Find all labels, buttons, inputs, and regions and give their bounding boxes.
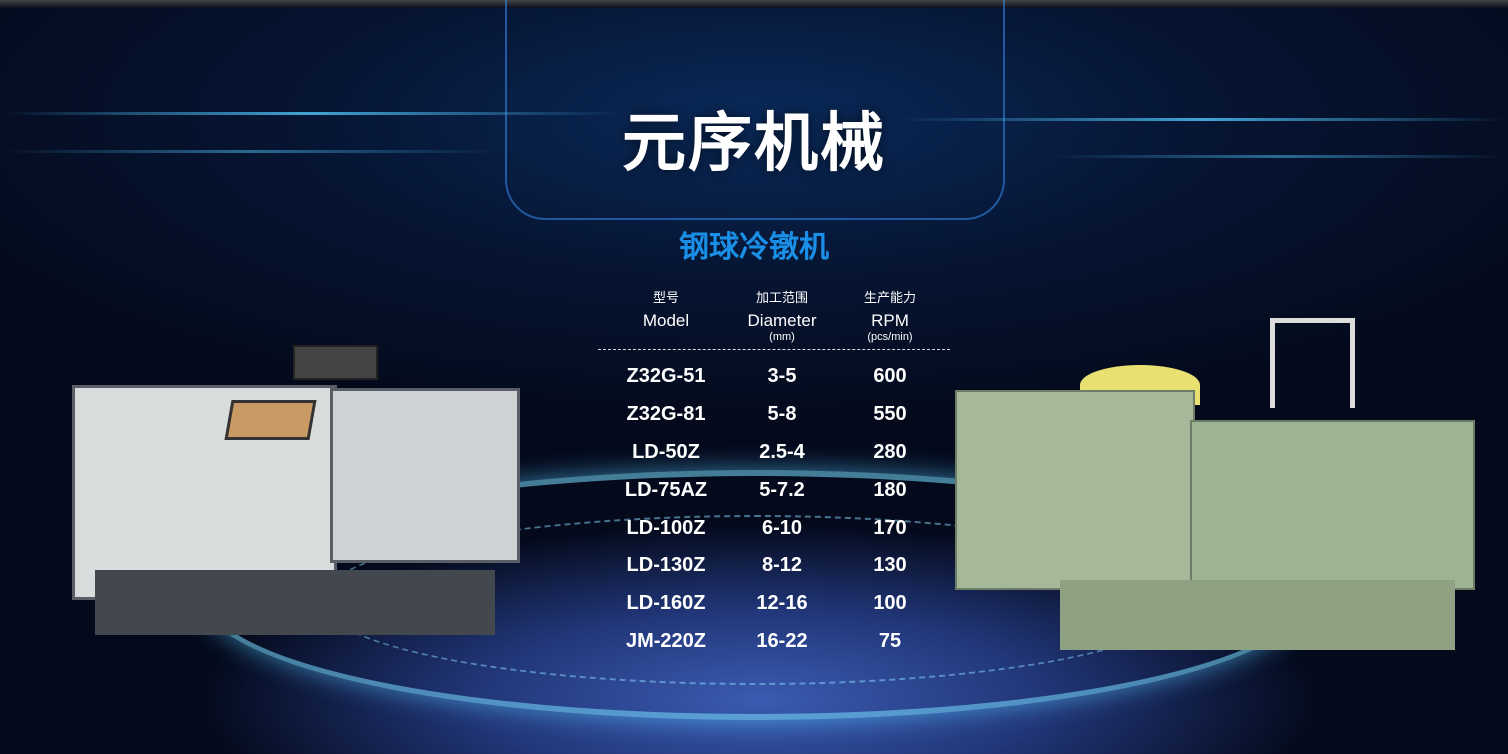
cell-model: JM-220Z <box>625 629 707 652</box>
page-title: 元序机械 <box>622 107 886 179</box>
cell-rpm: 180 <box>873 478 907 501</box>
cell-diameter: 5-7.2 <box>759 478 805 501</box>
light-streak <box>1050 155 1508 158</box>
machine-outline-graphic <box>505 0 1005 220</box>
table-row: LD-75AZ 5-7.2 180 <box>598 471 950 509</box>
header-zh: 加工范围 <box>755 290 808 305</box>
top-bar <box>0 0 1508 8</box>
table-row: JM-220Z 16-22 75 <box>598 623 950 661</box>
cell-rpm: 170 <box>873 516 907 539</box>
table-body: Z32G-51 3-5 600 Z32G-81 5-8 550 LD-50Z 2.5-4 280… <box>598 358 950 660</box>
cell-rpm: 75 <box>878 629 902 652</box>
column-header-diameter: 加工范围 Diameter (mm) <box>734 284 830 349</box>
cell-model: Z32G-51 <box>626 365 706 388</box>
cell-diameter: 2.5-4 <box>759 440 805 463</box>
table-header: 型号 Model 加工范围 Diameter (mm) 生产能力 RPM (pc… <box>598 284 950 350</box>
table-row: Z32G-51 3-5 600 <box>598 358 950 396</box>
light-streak <box>0 112 620 115</box>
table-row: LD-50Z 2.5-4 280 <box>598 434 950 472</box>
cell-diameter: 5-8 <box>767 403 797 426</box>
header-en: Diameter <box>747 311 817 330</box>
header-en: Model <box>642 311 690 330</box>
cell-model: LD-130Z <box>626 554 706 577</box>
header-unit: (mm) <box>769 331 795 343</box>
cell-rpm: 600 <box>873 365 907 388</box>
light-streak <box>900 118 1508 121</box>
cell-rpm: 550 <box>873 403 907 426</box>
table-row: LD-160Z 12-16 100 <box>598 585 950 623</box>
column-header-rpm: 生产能力 RPM (pcs/min) <box>830 284 950 349</box>
cell-model: LD-75AZ <box>624 478 708 501</box>
cell-model: Z32G-81 <box>626 403 706 426</box>
cell-rpm: 100 <box>873 592 907 615</box>
table-row: Z32G-81 5-8 550 <box>598 396 950 434</box>
cell-diameter: 3-5 <box>767 365 797 388</box>
cell-diameter: 8-12 <box>761 554 803 577</box>
cell-model: LD-100Z <box>626 516 706 539</box>
header-zh: 型号 <box>652 290 679 305</box>
spec-table: 型号 Model 加工范围 Diameter (mm) 生产能力 RPM (pc… <box>598 284 950 660</box>
header-en: RPM <box>871 311 909 330</box>
cell-rpm: 280 <box>873 440 907 463</box>
table-row: LD-100Z 6-10 170 <box>598 509 950 547</box>
header-unit: (pcs/min) <box>867 331 913 343</box>
cell-diameter: 6-10 <box>761 516 803 539</box>
column-header-model: 型号 Model <box>598 284 734 349</box>
section-title: 钢球冷镦机 <box>679 231 829 264</box>
cell-rpm: 130 <box>873 554 907 577</box>
header-zh: 生产能力 <box>863 290 916 305</box>
cell-diameter: 12-16 <box>756 592 808 615</box>
cell-model: LD-50Z <box>632 440 700 463</box>
cell-diameter: 16-22 <box>756 629 808 652</box>
table-row: LD-130Z 8-12 130 <box>598 547 950 585</box>
cell-model: LD-160Z <box>626 592 706 615</box>
light-streak <box>0 150 500 153</box>
